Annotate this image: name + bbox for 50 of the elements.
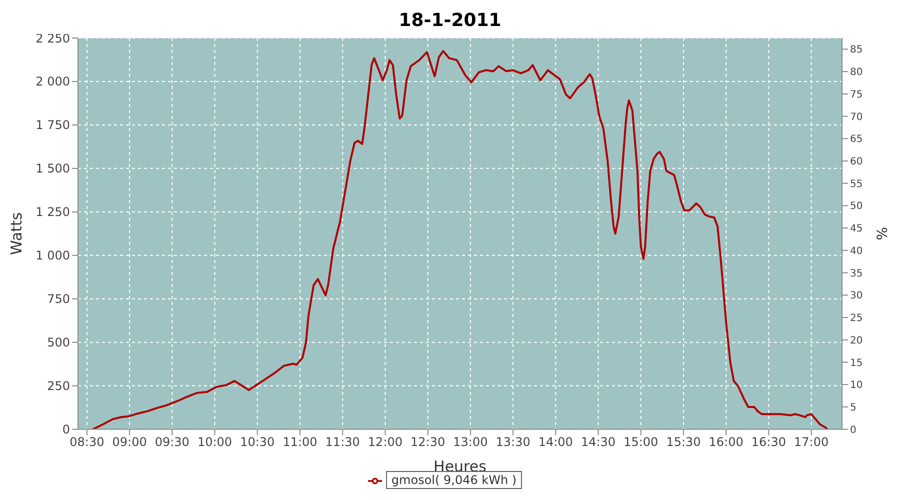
x-tick-label: 14:00: [538, 434, 573, 449]
chart-title: 18-1-2011: [398, 10, 502, 31]
x-tick-label: 10:00: [197, 434, 232, 449]
x-tick-label: 13:30: [496, 434, 530, 449]
y-tick-label: 1 000: [36, 248, 70, 263]
x-tick-label: 17:00: [794, 434, 829, 449]
y2-tick-label: 75: [850, 89, 863, 100]
y2-tick-label: 85: [850, 44, 863, 56]
y2-tick-label: 0: [850, 424, 856, 436]
y2-tick-label: 15: [850, 358, 863, 369]
y2-tick-label: 25: [850, 313, 863, 324]
y2-tick-label: 35: [850, 268, 863, 280]
y2-tick-label: 65: [850, 134, 863, 146]
y-tick-label: 1 500: [36, 162, 70, 176]
y2-tick-label: 20: [850, 335, 863, 346]
y2-tick-label: 50: [850, 201, 863, 212]
x-tick-label: 08:30: [70, 434, 104, 449]
x-tick-label: 12:30: [410, 434, 446, 449]
y2-tick-label: 45: [850, 224, 863, 235]
y-axis-title: Watts: [7, 212, 26, 255]
x-tick-label: 16:30: [751, 434, 786, 449]
x-tick-label: 14:30: [580, 434, 616, 449]
y-tick-label: 2 000: [36, 74, 70, 89]
y-tick-label: 750: [47, 292, 70, 306]
x-tick-label: 11:00: [282, 434, 318, 449]
y-tick-label: 250: [47, 379, 70, 394]
x-tick-label: 11:30: [325, 434, 360, 449]
y-tick-label: 500: [47, 336, 70, 350]
y2-tick-label: 60: [850, 156, 863, 168]
legend-label: gmosol( 9,046 kWh ): [386, 471, 522, 490]
line-series: [92, 50, 829, 430]
y2-tick-label: 10: [850, 380, 863, 392]
x-tick-label: 10:30: [240, 434, 275, 449]
y2-axis-title: %: [874, 226, 891, 240]
x-tick-label: 15:00: [624, 434, 658, 449]
y2-tick-label: 70: [850, 112, 863, 123]
y-tick-label: 1 750: [36, 118, 70, 132]
x-tick-label: 09:30: [154, 434, 190, 449]
y2-tick-label: 55: [850, 178, 863, 190]
x-tick-label: 15:30: [666, 434, 701, 449]
x-tick-label: 13:00: [453, 434, 488, 449]
y2-tick-label: 5: [850, 402, 856, 414]
y2-tick-label: 40: [850, 246, 863, 257]
y-tick-label: 0: [62, 422, 70, 437]
y2-tick-label: 80: [850, 67, 863, 78]
y2-tick-label: 30: [850, 290, 863, 302]
x-tick-label: 16:00: [708, 434, 744, 449]
x-tick-label: 12:00: [368, 434, 403, 449]
x-tick-label: 09:00: [112, 434, 147, 449]
y-tick-label: 1 250: [36, 205, 70, 220]
